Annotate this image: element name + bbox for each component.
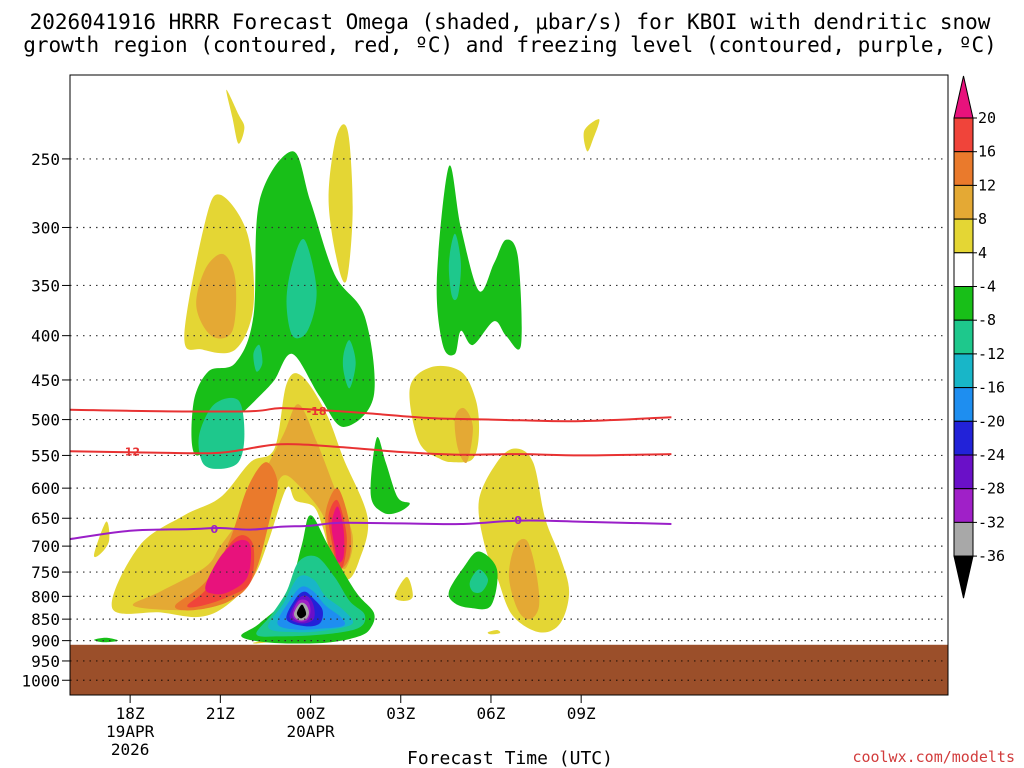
colorbar-label: -24: [978, 446, 1005, 464]
colorbar: 20 16 12 8 4 -4 -8 -12 -16 -20 -24 -28 -32 -36: [953, 75, 1005, 599]
colorbar-label: -16: [978, 379, 1005, 397]
colorbar-band: [953, 184, 974, 220]
terrain-fill: [70, 644, 948, 695]
omega-region-neg8: [342, 340, 356, 389]
y-tick-label: 750: [31, 563, 60, 582]
temperature-contours: -18 -12 0 0: [70, 405, 672, 541]
y-tick-label: 450: [31, 371, 60, 390]
contour-label: -18: [307, 405, 327, 418]
omega-region-pos4: [226, 89, 245, 144]
credit-text: coolwx.com/modelts: [852, 748, 1015, 766]
y-tick-label: 550: [31, 446, 60, 465]
omega-region-pos8: [454, 407, 473, 463]
omega-shaded-regions: [93, 89, 600, 644]
colorbar-label: 12: [978, 176, 996, 194]
colorbar-band: [953, 353, 974, 389]
colorbar-label: 20: [978, 109, 996, 127]
y-tick-label: 1000: [21, 671, 60, 690]
colorbar-label: -36: [978, 547, 1005, 565]
y-tick-label: 900: [31, 632, 60, 651]
omega-region-neg4: [436, 165, 522, 356]
pressure-axis: 250 300 350 400 450 500 550 600 650 700 750 800 850 9…: [21, 150, 70, 690]
colorbar-label: -20: [978, 412, 1005, 430]
colorbar-band: [953, 319, 974, 355]
x-tick-year: 2026: [111, 740, 150, 759]
contour-label: 0: [211, 523, 219, 536]
colorbar-label: -12: [978, 345, 1005, 363]
plot-frame: [69, 74, 949, 696]
colorbar-label: 8: [978, 210, 987, 228]
y-tick-label: 400: [31, 327, 60, 346]
y-tick-label: 300: [31, 218, 60, 237]
y-tick-label: 350: [31, 276, 60, 295]
colorbar-band: [953, 420, 974, 456]
colorbar-label: -4: [978, 278, 996, 296]
y-tick-label: 650: [31, 509, 60, 528]
contour-label: 0: [514, 514, 522, 527]
x-tick-label: 21Z: [206, 704, 235, 723]
colorbar-band: [953, 488, 974, 523]
x-tick-label: 09Z: [567, 704, 596, 723]
omega-region-pos4: [583, 119, 600, 152]
x-tick-label: 18Z: [116, 704, 145, 723]
omega-region-neg8: [253, 344, 263, 372]
colorbar-band: [953, 286, 974, 321]
y-tick-label: 850: [31, 610, 60, 629]
x-tick-label: 03Z: [386, 704, 415, 723]
omega-region-pos4: [93, 521, 110, 558]
colorbar-band: [953, 252, 974, 288]
colorbar-band: [953, 151, 974, 186]
contour-line--12: [70, 443, 672, 457]
omega-region-neg4: [370, 437, 410, 515]
omega-region-pos8: [508, 538, 540, 620]
y-tick-label: 500: [31, 411, 60, 430]
omega-region-pos4: [328, 124, 353, 283]
omega-region-pos8: [196, 253, 237, 339]
y-tick-label: 800: [31, 587, 60, 606]
omega-region-neg8: [286, 239, 317, 339]
chart-title-line-1: 2026041916 HRRR Forecast Omega (shaded, …: [30, 10, 991, 34]
omega-region-neg4: [94, 637, 119, 643]
y-tick-label: 950: [31, 652, 60, 671]
y-tick-label: 250: [31, 150, 60, 169]
colorbar-band: [953, 387, 974, 422]
colorbar-band: [953, 555, 974, 599]
colorbar-band: [953, 521, 974, 557]
x-axis-label: Forecast Time (UTC): [407, 748, 613, 768]
colorbar-label: -8: [978, 311, 996, 329]
contour-line-0: [70, 519, 672, 541]
omega-region-pos20: [331, 506, 345, 563]
x-tick-date: 20APR: [286, 722, 335, 741]
colorbar-label: 16: [978, 143, 996, 161]
x-tick-date: 19APR: [106, 722, 155, 741]
chart-title-line-2: growth region (contoured, red, ºC) and f…: [23, 33, 997, 57]
omega-region-neg4: [191, 151, 375, 456]
colorbar-band: [953, 117, 974, 153]
colorbar-band: [953, 218, 974, 254]
omega-region-pos4: [487, 629, 501, 635]
x-tick-label: 00Z: [296, 704, 325, 723]
colorbar-band: [953, 75, 974, 119]
omega-region-pos20: [205, 539, 252, 595]
colorbar-label: -32: [978, 513, 1005, 531]
omega-region-neg36: [296, 604, 307, 619]
x-tick-label: 06Z: [477, 704, 506, 723]
y-tick-label: 700: [31, 537, 60, 556]
colorbar-label: 4: [978, 244, 987, 262]
contour-line--18: [70, 407, 672, 423]
omega-region-neg8: [448, 233, 461, 301]
colorbar-label: -28: [978, 480, 1005, 498]
omega-region-pos4: [394, 577, 413, 601]
colorbar-band: [953, 454, 974, 490]
omega-region-neg8: [469, 569, 489, 593]
contour-label: -12: [120, 445, 140, 458]
y-tick-label: 600: [31, 479, 60, 498]
